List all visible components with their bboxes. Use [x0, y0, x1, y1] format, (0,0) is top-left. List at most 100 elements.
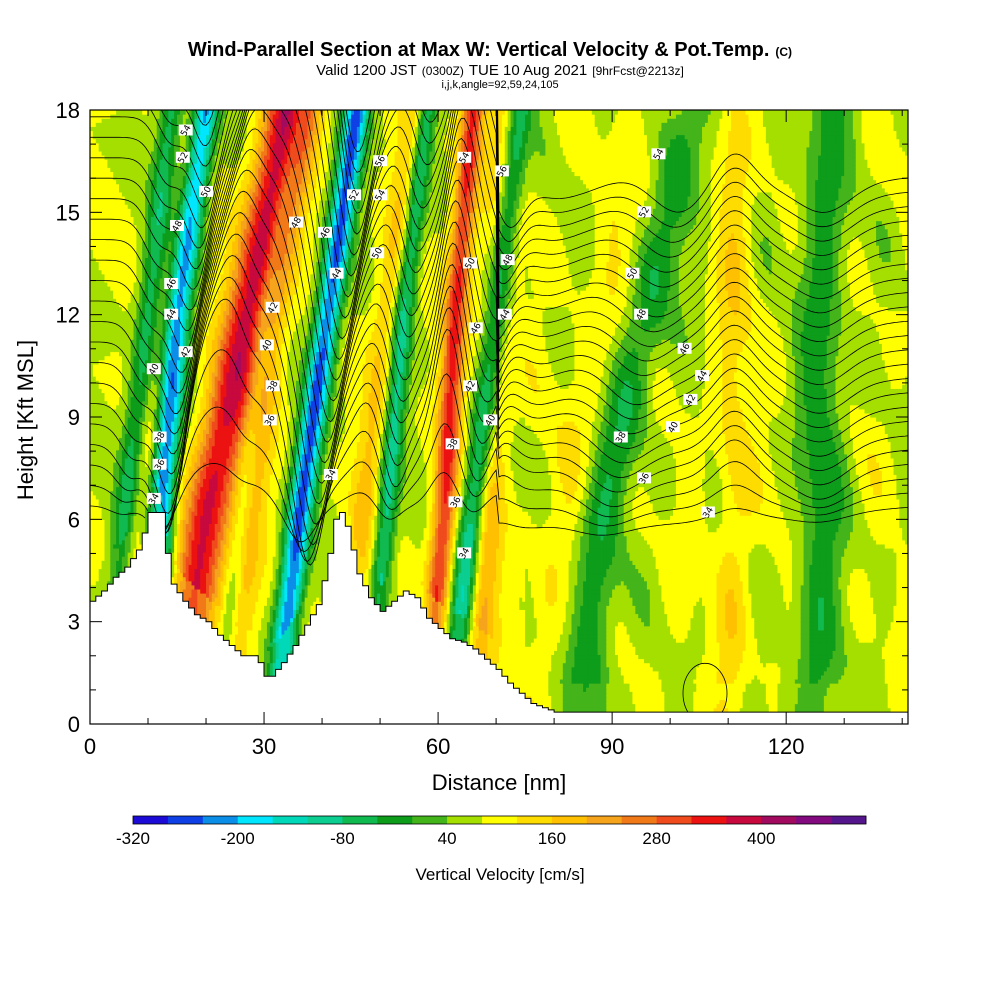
colorbar-swatch — [482, 816, 518, 824]
colorbar-swatch — [447, 816, 483, 824]
theta-contour — [90, 110, 908, 364]
colorbar-swatch — [831, 816, 867, 824]
colorbar-tick-label: 160 — [538, 829, 566, 848]
contour-label: 56 — [373, 154, 388, 169]
colorbar-swatch — [516, 816, 553, 824]
contour-label: 50 — [199, 185, 214, 200]
theta-contour — [90, 110, 908, 284]
contour-label: 40 — [483, 413, 498, 428]
colorbar-tick-label: -200 — [221, 829, 255, 848]
theta-contour — [90, 110, 908, 353]
contour-label: 38 — [613, 430, 629, 445]
colorbar: -320 -200 -80 40 160 280 400 — [116, 815, 867, 848]
theta-contour — [90, 255, 908, 525]
y-tick-label: 0 — [68, 712, 80, 737]
theta-contour — [195, 110, 908, 229]
contour-label: 48 — [500, 253, 516, 268]
contour-label: 46 — [677, 342, 693, 357]
contour-label: 42 — [463, 379, 478, 394]
contour-label: 54 — [651, 147, 667, 162]
contour-label: 44 — [497, 308, 513, 323]
contour-label: 54 — [178, 123, 194, 138]
contour-label: 40 — [259, 338, 275, 353]
contour-label: 42 — [265, 301, 281, 316]
contour-label: 56 — [494, 164, 510, 179]
potential-temperature-contours — [90, 110, 908, 724]
axis-ticks: 0 30 60 90 120 0 36 9 12 15 18 — [56, 98, 908, 759]
theta-contour — [90, 149, 908, 423]
colorbar-tick-label: 400 — [747, 829, 775, 848]
contour-label: 54 — [373, 188, 388, 203]
terrain-mask — [90, 512, 908, 724]
contour-label: 52 — [637, 205, 652, 220]
x-axis-label: Distance [nm] — [432, 770, 567, 795]
contour-label: 34 — [700, 505, 716, 520]
colorbar-swatch — [133, 816, 169, 824]
contour-label: 44 — [164, 308, 179, 323]
contour-label: 36 — [448, 495, 464, 510]
colorbar-tick-label: 40 — [438, 829, 457, 848]
theta-contour — [90, 190, 908, 464]
colorbar-swatch — [377, 816, 413, 824]
x-tick-label: 120 — [768, 734, 805, 759]
theta-contour — [90, 110, 908, 381]
contour-label: 42 — [683, 393, 698, 408]
colorbar-swatch — [272, 816, 308, 824]
y-tick-label: 15 — [56, 200, 80, 225]
contour-label: 34 — [457, 546, 472, 561]
contour-label: 50 — [370, 246, 385, 261]
contour-label: 34 — [323, 468, 339, 483]
chart-title: Wind-Parallel Section at Max W: Vertical… — [188, 39, 792, 61]
contour-label: 36 — [262, 413, 278, 428]
chart-indices: i,j,k,angle=92,59,24,105 — [441, 79, 558, 91]
colorbar-tick-label: -320 — [116, 829, 150, 848]
colorbar-swatch — [307, 816, 343, 824]
contour-label: 46 — [318, 226, 333, 241]
colorbar-tick-label: -80 — [330, 829, 355, 848]
contour-label: 44 — [329, 267, 345, 282]
contour-label: 34 — [146, 492, 162, 507]
theta-contour — [90, 110, 908, 299]
colorbar-swatch — [167, 816, 204, 824]
chart-subtitle: Valid 1200 JST (0300Z) TUE 10 Aug 2021 [9hr… — [316, 62, 684, 79]
theta-contour — [90, 406, 908, 553]
contour-labels: 5452504846444240383634484642403836443456… — [146, 123, 716, 561]
theta-contour — [90, 110, 908, 341]
theta-contour — [185, 110, 908, 242]
theta-contour — [90, 212, 908, 484]
colorbar-swatch — [202, 816, 239, 824]
contour-label: 38 — [265, 379, 281, 394]
colorbar-swatch — [761, 816, 797, 824]
contour-label: 52 — [175, 151, 191, 166]
colorbar-label: Vertical Velocity [cm/s] — [415, 865, 584, 884]
colorbar-swatch — [621, 816, 657, 824]
contour-label: 36 — [152, 458, 168, 473]
contour-label: 46 — [164, 277, 179, 292]
colorbar-swatch — [237, 816, 273, 824]
contour-label: 50 — [463, 256, 478, 271]
colorbar-swatch — [796, 816, 832, 824]
colorbar-swatch — [412, 816, 448, 824]
y-tick-label: 9 — [68, 405, 80, 430]
y-tick-label: 12 — [56, 303, 80, 328]
contour-label: 48 — [634, 308, 649, 323]
x-tick-label: 60 — [426, 734, 450, 759]
contour-label: 38 — [152, 430, 168, 445]
theta-contour — [90, 128, 908, 402]
y-axis-label: Height [Kft MSL] — [13, 340, 38, 500]
colorbar-swatch — [691, 816, 727, 824]
theta-contour — [90, 233, 908, 505]
contour-label: 50 — [625, 267, 641, 282]
y-tick-label: 18 — [56, 98, 80, 123]
theta-contour — [90, 169, 908, 443]
x-tick-label: 0 — [84, 734, 96, 759]
terrain — [90, 512, 908, 724]
theta-contour — [150, 110, 908, 271]
x-tick-label: 90 — [600, 734, 624, 759]
contour-label: 48 — [289, 215, 304, 231]
x-tick-label: 30 — [252, 734, 276, 759]
colorbar-swatch — [586, 816, 622, 824]
colorbar-swatch — [342, 816, 378, 824]
contour-label: 44 — [695, 369, 710, 384]
